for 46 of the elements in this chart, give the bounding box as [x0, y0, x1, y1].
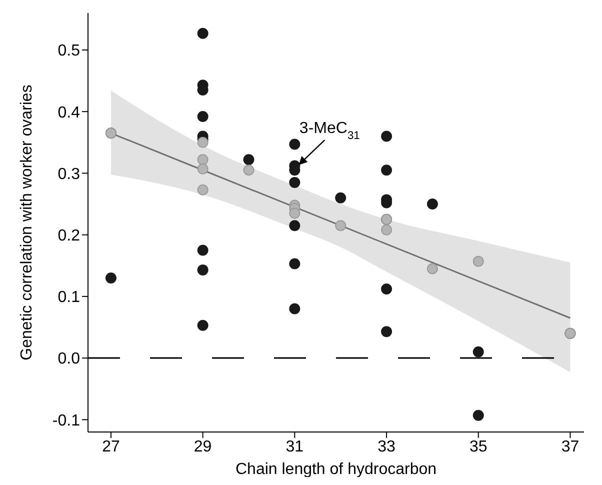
point [289, 258, 300, 270]
point [197, 264, 208, 276]
point [426, 198, 438, 210]
y-tick-label: 0.0 [58, 350, 80, 368]
point [289, 220, 300, 232]
point [335, 192, 346, 204]
point [381, 130, 392, 142]
point [197, 28, 208, 39]
annotation: 3-MeC$_{31}$ [299, 120, 360, 142]
x-tick-label: 37 [561, 438, 580, 456]
point [335, 220, 346, 232]
point [381, 326, 392, 338]
point [381, 224, 392, 236]
x-axis-title: Chain length of hydrocarbon [235, 461, 437, 478]
x-tick-label: 31 [286, 438, 304, 456]
point [381, 164, 392, 176]
point [289, 138, 300, 150]
point [426, 263, 438, 274]
point [472, 346, 484, 358]
y-tick-label: 0.1 [58, 289, 80, 306]
point [289, 208, 300, 219]
point [197, 154, 208, 166]
point [243, 164, 254, 176]
point [381, 284, 392, 295]
y-axis-title: Genetic correlation with worker ovaries [18, 84, 36, 360]
y-tick-label: -0.1 [52, 412, 80, 430]
point [472, 410, 484, 421]
y-tick-label: 0.4 [58, 104, 80, 122]
x-tick-label: 27 [102, 438, 120, 456]
x-tick-label: 33 [378, 438, 396, 456]
y-tick-label: 0.2 [58, 228, 80, 245]
x-tick-label: 29 [194, 438, 212, 456]
point [289, 303, 300, 314]
point [197, 111, 208, 122]
point [105, 272, 116, 284]
point [472, 256, 484, 267]
point [289, 176, 300, 188]
y-tick-label: 0.3 [58, 166, 80, 183]
point [197, 244, 208, 256]
x-tick-label: 35 [469, 438, 488, 456]
point [197, 184, 208, 196]
point [197, 163, 208, 174]
point [197, 136, 208, 148]
point [197, 320, 208, 331]
y-tick-label: 0.5 [58, 42, 80, 60]
point [243, 154, 254, 166]
